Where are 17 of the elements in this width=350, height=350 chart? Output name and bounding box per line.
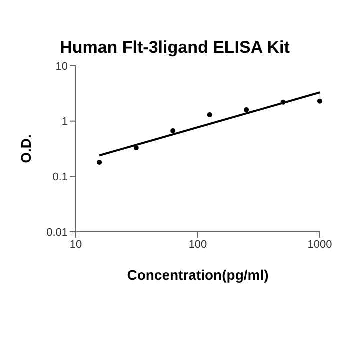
point: [97, 160, 102, 166]
x-axis-title: Concentration(pg/ml): [127, 267, 269, 283]
y-tick-label: 1: [62, 116, 68, 128]
point: [244, 108, 250, 113]
point: [318, 98, 322, 104]
point: [207, 112, 212, 118]
point: [170, 128, 176, 134]
point: [280, 100, 286, 105]
x-tick-label: 100: [188, 238, 208, 251]
x-tick-label: 10: [70, 238, 82, 251]
x-tick-label: 1000: [308, 238, 332, 251]
y-axis-title: O.D.: [18, 134, 34, 164]
chart-title: Human Flt-3ligand ELISA Kit: [59, 38, 291, 58]
y-tick-label: 0.01: [46, 226, 68, 239]
y-tick-label: 10: [56, 60, 68, 73]
point: [134, 145, 139, 150]
y-tick-label: 0.1: [52, 172, 68, 184]
